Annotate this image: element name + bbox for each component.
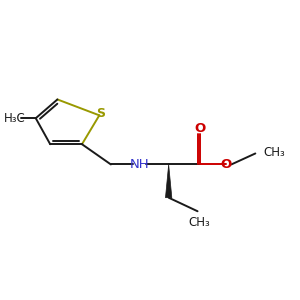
Text: H₃C: H₃C	[4, 112, 26, 125]
Text: CH₃: CH₃	[188, 217, 210, 230]
Text: S: S	[96, 107, 105, 120]
Polygon shape	[166, 164, 172, 198]
Text: NH: NH	[130, 158, 150, 171]
Text: O: O	[221, 158, 232, 171]
Text: O: O	[195, 122, 206, 135]
Text: CH₃: CH₃	[263, 146, 285, 158]
